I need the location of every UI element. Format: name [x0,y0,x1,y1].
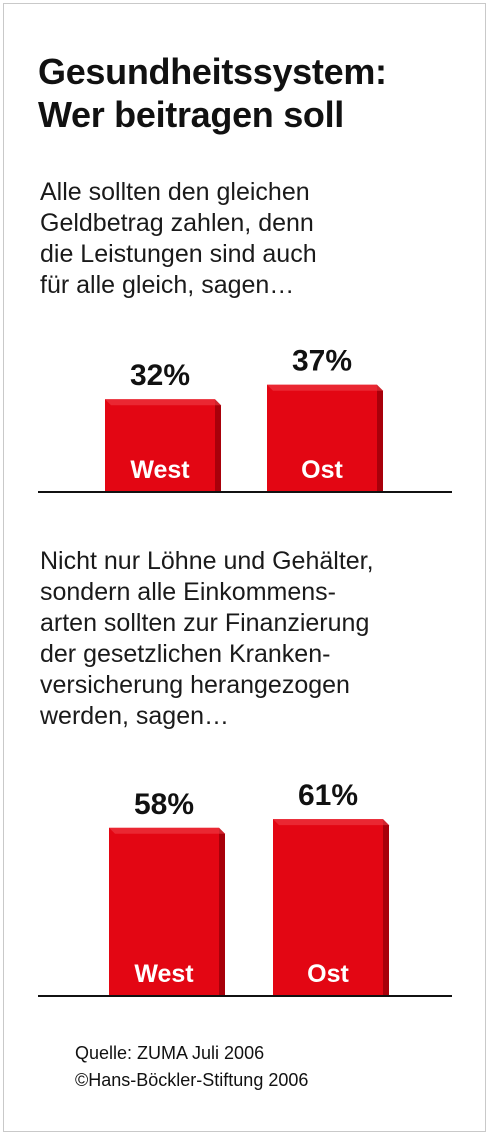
bar-chart-1: West 32% Ost 37% [38,345,452,493]
bar-side [219,827,225,996]
question-2-line: arten sollten zur Finanzierung [40,609,370,637]
category-label: Ost [307,960,349,988]
infographic-card [3,3,486,1132]
bar-side [383,819,389,996]
question-2-line: Nicht nur Löhne und Gehälter, [40,547,374,575]
bar-ost [273,819,383,996]
bar-top [267,384,383,391]
bar-chart-2: West 58% Ost 61% [38,779,452,997]
question-1-line: Alle sollten den gleichen [40,178,310,206]
source-note: Quelle: ZUMA Juli 2006 ©Hans-Böckler-Sti… [75,1040,308,1094]
category-label: West [134,960,194,988]
category-label: Ost [301,456,343,484]
question-1-line: Geldbetrag zahlen, denn [40,209,314,237]
question-2-line: werden, sagen… [40,702,230,730]
value-label: 58% [134,788,194,821]
bar-top [105,399,221,406]
value-label: 32% [130,359,190,392]
bar-top [109,827,225,834]
bar-side [377,384,383,492]
bar-group-ost: Ost 37% [267,345,383,492]
title-line-2: Wer beitragen soll [38,94,345,135]
bar-west [105,399,215,492]
question-1-line: die Leistungen sind auch [40,240,317,268]
question-2-line: der gesetzlichen Kranken- [40,640,331,668]
question-2-line: sondern alle Einkommens- [40,578,336,606]
bar-top [273,819,389,826]
value-label: 37% [292,345,352,378]
category-label: West [130,456,190,484]
bar-side [215,399,221,492]
question-1-text: Alle sollten den gleichen Geldbetrag zah… [40,177,460,301]
source-line: Quelle: ZUMA Juli 2006 [75,1043,265,1063]
bar-ost [267,384,377,492]
title-line-1: Gesundheitssystem: [38,51,387,92]
copyright-line: ©Hans-Böckler-Stiftung 2006 [75,1070,309,1090]
bar-group-west: West 58% [109,788,225,996]
bar-group-west: West 32% [105,359,221,492]
value-label: 61% [298,779,358,812]
question-2-text: Nicht nur Löhne und Gehälter, sondern al… [40,546,460,732]
question-2-line: versicherung herangezogen [40,671,350,699]
chart-title: Gesundheitssystem: Wer beitragen soll [38,50,478,136]
bar-group-ost: Ost 61% [273,779,389,996]
bar-west [109,827,219,996]
question-1-line: für alle gleich, sagen… [40,271,295,299]
